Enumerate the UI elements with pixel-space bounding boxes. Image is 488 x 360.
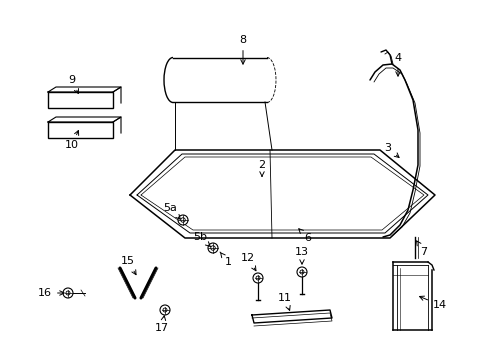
Circle shape [207,243,218,253]
Text: 13: 13 [294,247,308,264]
Text: 12: 12 [241,253,255,271]
Text: 9: 9 [68,75,78,94]
Bar [48,92,113,108]
Text: 8: 8 [239,35,246,64]
Text: 10: 10 [65,131,79,150]
Circle shape [256,276,260,280]
Text: 11: 11 [278,293,291,310]
Text: 7: 7 [416,241,427,257]
Bar [48,122,113,138]
Circle shape [252,273,263,283]
Text: 5b: 5b [193,232,210,247]
Text: 16: 16 [38,288,64,298]
Polygon shape [251,310,331,323]
Text: 5a: 5a [163,203,180,219]
Text: 14: 14 [419,296,446,310]
Text: 3: 3 [384,143,398,157]
Text: 1: 1 [220,252,231,267]
Text: 6: 6 [298,229,311,243]
Circle shape [63,288,73,298]
Circle shape [296,267,306,277]
Text: 4: 4 [394,53,401,76]
Text: 2: 2 [258,160,265,176]
Circle shape [163,308,167,312]
Text: 15: 15 [121,256,136,275]
Text: 17: 17 [155,316,169,333]
Circle shape [160,305,170,315]
Circle shape [66,291,70,295]
Circle shape [210,246,215,250]
Circle shape [299,270,304,274]
Circle shape [181,218,185,222]
Circle shape [178,215,187,225]
